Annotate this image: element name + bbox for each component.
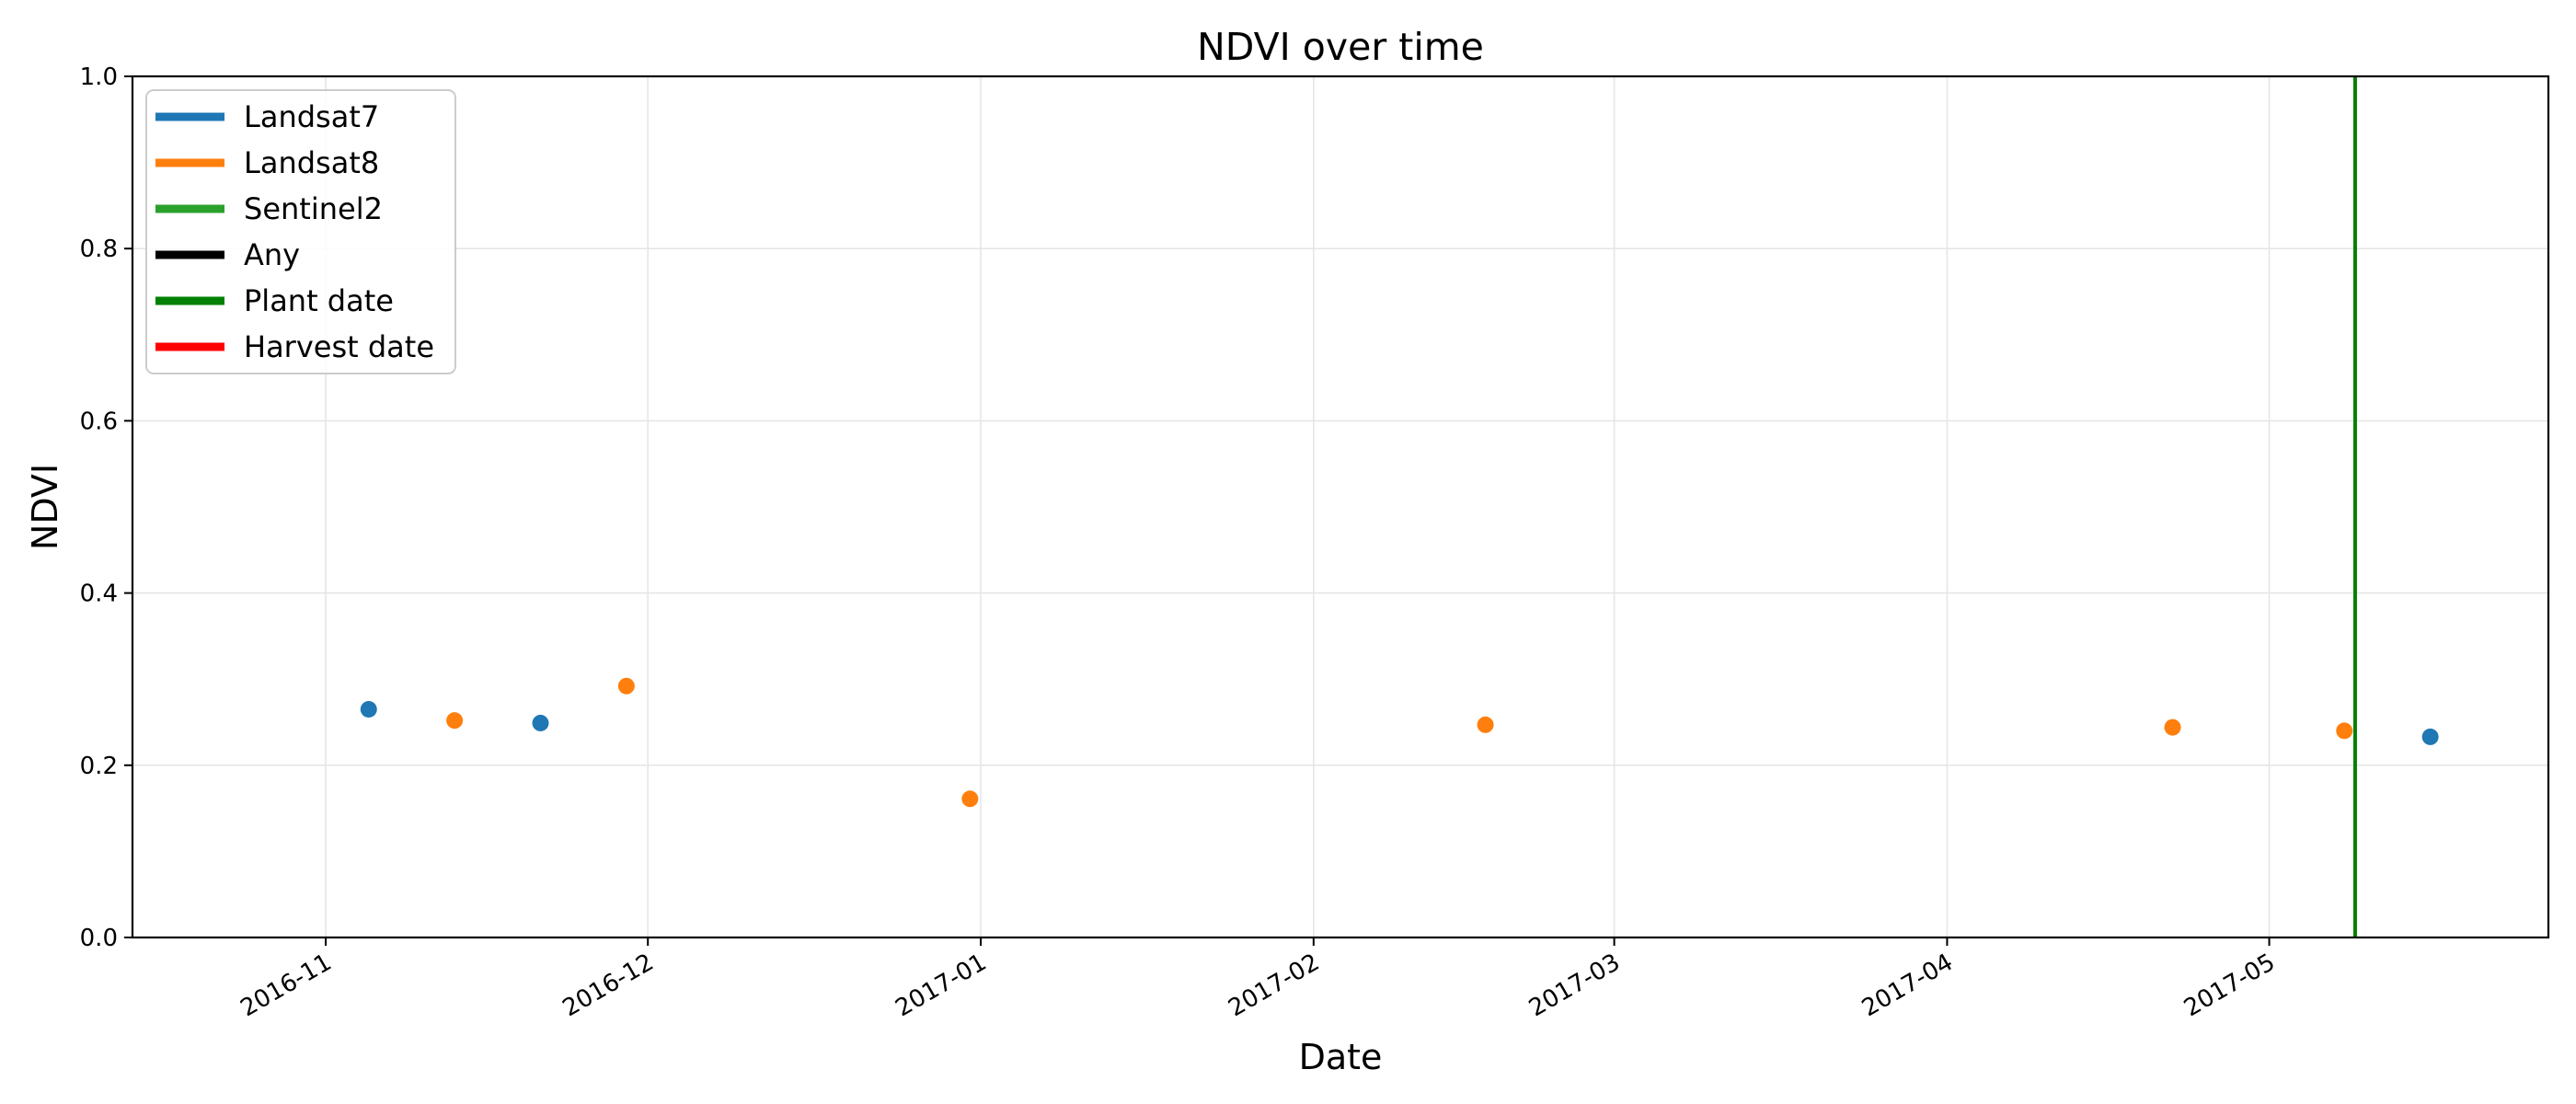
y-tick-label: 0.6 [80, 408, 118, 435]
data-point-landsat8 [2336, 722, 2353, 740]
y-axis-label: NDVI [25, 464, 65, 550]
legend-label: Landsat7 [244, 99, 379, 134]
x-axis-label: Date [1299, 1037, 1383, 1077]
legend-label: Plant date [244, 283, 394, 318]
legend-label: Landsat8 [244, 145, 379, 180]
legend: Landsat7 Landsat8 Sentinel2 Any Plant date Ha… [145, 89, 456, 374]
data-point-landsat7 [2421, 728, 2439, 745]
data-point-landsat8 [961, 790, 979, 808]
data-point-landsat8 [2164, 719, 2181, 736]
data-point-landsat7 [532, 714, 549, 731]
y-tick-label: 0.2 [80, 753, 118, 780]
legend-label: Sentinel2 [244, 191, 383, 226]
data-point-landsat8 [446, 712, 464, 730]
y-tick-label: 0.0 [80, 925, 118, 952]
data-points [360, 677, 2439, 808]
data-point-landsat8 [1477, 716, 1494, 733]
y-axis-ticks: 0.0 0.2 0.4 0.6 0.8 1.0 [80, 63, 132, 952]
y-tick-label: 1.0 [80, 63, 118, 91]
legend-label: Any [244, 237, 300, 272]
y-tick-label: 0.4 [80, 581, 118, 608]
axes-frame [131, 75, 2550, 939]
data-point-landsat7 [360, 700, 377, 718]
chart-title: NDVI over time [1197, 25, 1484, 69]
y-tick-label: 0.8 [80, 236, 118, 263]
legend-label: Harvest date [244, 329, 434, 364]
data-point-landsat8 [617, 677, 635, 695]
